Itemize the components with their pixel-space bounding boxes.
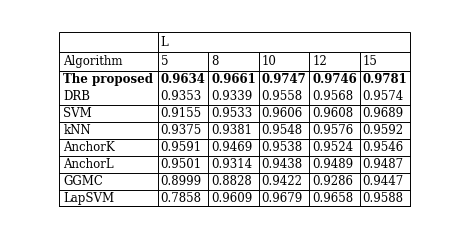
Text: 0.9501: 0.9501 <box>161 158 202 171</box>
Text: 0.9155: 0.9155 <box>161 107 202 120</box>
Text: 0.8828: 0.8828 <box>211 175 252 188</box>
Text: 15: 15 <box>363 55 377 68</box>
Text: L: L <box>161 36 168 48</box>
Text: 5: 5 <box>161 55 168 68</box>
Text: 0.9524: 0.9524 <box>312 141 353 154</box>
Text: 0.9608: 0.9608 <box>312 107 353 120</box>
Text: 0.9422: 0.9422 <box>262 175 303 188</box>
Text: 0.9487: 0.9487 <box>363 158 404 171</box>
Text: 12: 12 <box>312 55 327 68</box>
Text: 0.9538: 0.9538 <box>262 141 303 154</box>
Text: 0.9353: 0.9353 <box>161 90 202 103</box>
Text: 10: 10 <box>262 55 277 68</box>
Text: 0.9576: 0.9576 <box>312 124 354 137</box>
Text: 0.9591: 0.9591 <box>161 141 202 154</box>
Text: 0.9447: 0.9447 <box>363 175 404 188</box>
Text: LapSVM: LapSVM <box>63 191 114 205</box>
Text: 0.9381: 0.9381 <box>211 124 252 137</box>
Text: 0.9746: 0.9746 <box>312 73 357 86</box>
Text: 0.9568: 0.9568 <box>312 90 353 103</box>
Text: AnchorK: AnchorK <box>63 141 115 154</box>
Text: Algorithm: Algorithm <box>63 55 123 68</box>
Text: SVM: SVM <box>63 107 92 120</box>
Text: The proposed: The proposed <box>63 73 153 86</box>
Text: 0.9546: 0.9546 <box>363 141 404 154</box>
Text: 8: 8 <box>211 55 218 68</box>
Text: 0.9469: 0.9469 <box>211 141 252 154</box>
Text: 0.9634: 0.9634 <box>161 73 206 86</box>
Text: 0.9679: 0.9679 <box>262 191 303 205</box>
Text: GGMC: GGMC <box>63 175 103 188</box>
Text: 0.9609: 0.9609 <box>211 191 252 205</box>
Text: 0.8999: 0.8999 <box>161 175 202 188</box>
Text: 0.9314: 0.9314 <box>211 158 252 171</box>
Text: 0.9548: 0.9548 <box>262 124 303 137</box>
Text: 0.9286: 0.9286 <box>312 175 353 188</box>
Text: 0.7858: 0.7858 <box>161 191 202 205</box>
Text: DRB: DRB <box>63 90 90 103</box>
Text: 0.9661: 0.9661 <box>211 73 256 86</box>
Text: 0.9606: 0.9606 <box>262 107 303 120</box>
Text: 0.9438: 0.9438 <box>262 158 303 171</box>
Text: 0.9658: 0.9658 <box>312 191 353 205</box>
Text: 0.9781: 0.9781 <box>363 73 408 86</box>
Text: 0.9592: 0.9592 <box>363 124 404 137</box>
Text: 0.9689: 0.9689 <box>363 107 404 120</box>
Text: 0.9489: 0.9489 <box>312 158 353 171</box>
Text: 0.9558: 0.9558 <box>262 90 303 103</box>
Text: 0.9574: 0.9574 <box>363 90 404 103</box>
Text: kNN: kNN <box>63 124 91 137</box>
Text: 0.9375: 0.9375 <box>161 124 202 137</box>
Text: 0.9339: 0.9339 <box>211 90 252 103</box>
Text: AnchorL: AnchorL <box>63 158 114 171</box>
Text: 0.9747: 0.9747 <box>262 73 306 86</box>
Text: 0.9588: 0.9588 <box>363 191 403 205</box>
Text: 0.9533: 0.9533 <box>211 107 252 120</box>
